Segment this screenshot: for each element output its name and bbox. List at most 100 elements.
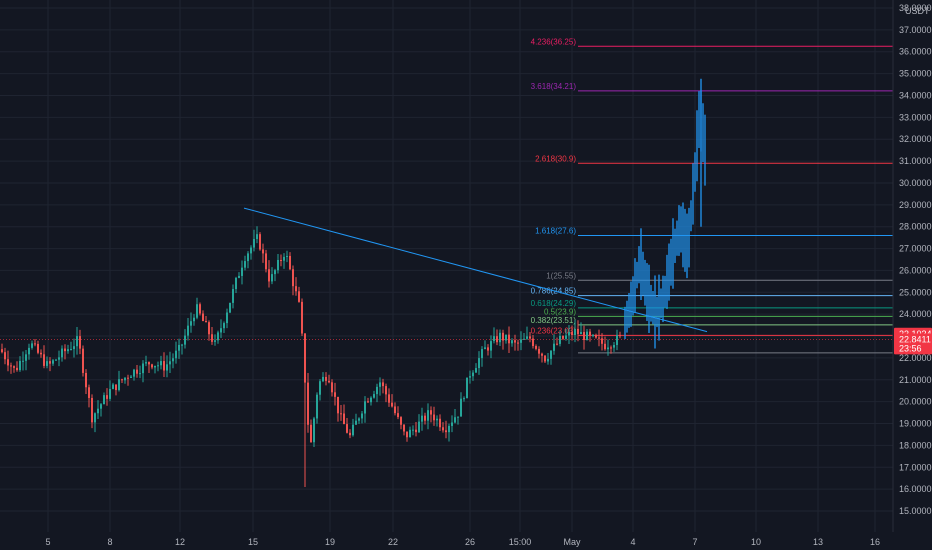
y-tick-label: 36.0000 bbox=[899, 47, 932, 57]
y-tick-label: 19.0000 bbox=[899, 419, 932, 429]
candle-body bbox=[94, 413, 96, 423]
x-tick-label: 26 bbox=[465, 537, 475, 547]
y-tick-label: 31.0000 bbox=[899, 156, 932, 166]
candle-body bbox=[544, 355, 546, 362]
price-axis-panel[interactable] bbox=[893, 0, 932, 550]
candle-body bbox=[220, 328, 222, 333]
candle-body bbox=[532, 338, 534, 347]
y-tick-label: 21.0000 bbox=[899, 375, 932, 385]
candle-body bbox=[166, 364, 168, 371]
fib-level-label: 0.382(23.51) bbox=[531, 316, 577, 325]
candle-body bbox=[256, 234, 258, 240]
candle-body bbox=[73, 346, 75, 350]
candle-body bbox=[538, 348, 540, 354]
candle-body bbox=[367, 401, 369, 403]
fib-level-label: 1(25.55) bbox=[546, 271, 576, 280]
candle-body bbox=[97, 408, 99, 414]
candle-body bbox=[307, 382, 309, 425]
fib-level-label: 1.618(27.6) bbox=[535, 226, 576, 235]
candle-body bbox=[154, 365, 156, 368]
candle-body bbox=[601, 338, 603, 344]
trendline-segment[interactable] bbox=[243, 207, 708, 333]
y-tick-label: 34.0000 bbox=[899, 90, 932, 100]
candle-body bbox=[388, 394, 390, 403]
candle-body bbox=[181, 344, 183, 346]
candle-body bbox=[454, 417, 456, 423]
candle-body bbox=[133, 369, 135, 377]
candle-body bbox=[616, 335, 618, 346]
candle-body bbox=[403, 424, 405, 432]
y-tick-label: 37.0000 bbox=[899, 25, 932, 35]
candle-body bbox=[466, 377, 468, 399]
candle-body bbox=[100, 404, 102, 409]
candle-body bbox=[136, 369, 138, 374]
candle-body bbox=[247, 253, 249, 262]
candle-body bbox=[184, 335, 186, 345]
candle-body bbox=[295, 286, 297, 292]
y-tick-label: 22.0000 bbox=[899, 353, 932, 363]
candle-body bbox=[574, 328, 576, 336]
candle-body bbox=[340, 413, 342, 415]
time-axis-panel[interactable] bbox=[0, 532, 932, 550]
fib-level-label: 3.618(34.21) bbox=[531, 82, 577, 91]
candle-body bbox=[142, 363, 144, 374]
candle-body bbox=[439, 418, 441, 428]
candle-body bbox=[610, 347, 612, 349]
candle-body bbox=[571, 332, 573, 336]
candle-body bbox=[16, 367, 18, 371]
candle-body bbox=[373, 394, 375, 398]
candle-body bbox=[49, 361, 51, 364]
candle-body bbox=[214, 340, 216, 342]
candle-body bbox=[313, 418, 315, 443]
trendline[interactable] bbox=[243, 207, 708, 333]
candle-body bbox=[592, 334, 594, 336]
time-axis: 5 8 12 15 19 22 26 15:00 May 4 7 10 13 16 bbox=[45, 537, 880, 547]
y-tick-label: 38.0000 bbox=[899, 3, 932, 13]
candle-body bbox=[349, 432, 351, 436]
candle-body bbox=[322, 376, 324, 382]
chart-grid bbox=[0, 0, 893, 532]
candle-body bbox=[76, 336, 78, 347]
candle-body bbox=[253, 239, 255, 248]
candle-body bbox=[286, 255, 288, 257]
candle-body bbox=[244, 261, 246, 268]
candle-body bbox=[199, 304, 201, 314]
candle-body bbox=[274, 270, 276, 275]
candle-body bbox=[379, 382, 381, 387]
candle-body bbox=[463, 398, 465, 400]
candle-body bbox=[52, 360, 54, 364]
candle-body bbox=[427, 410, 429, 421]
candle-body bbox=[580, 332, 582, 335]
candle-body bbox=[1, 349, 3, 353]
candle-body bbox=[553, 343, 555, 351]
candle-body bbox=[583, 332, 585, 341]
fib-level-label: 2.618(30.9) bbox=[535, 154, 576, 163]
candle-body bbox=[118, 379, 120, 391]
candle-body bbox=[607, 347, 609, 350]
candle-body bbox=[337, 396, 339, 414]
x-tick-label: 10 bbox=[751, 537, 761, 547]
candle-body bbox=[490, 341, 492, 351]
candle-body bbox=[130, 376, 132, 378]
candle-body bbox=[151, 364, 153, 368]
fib-level-label: 0.5(23.9) bbox=[544, 307, 576, 316]
x-tick-label: 7 bbox=[692, 537, 697, 547]
y-tick-label: 16.0000 bbox=[899, 484, 932, 494]
y-tick-label: 15.0000 bbox=[899, 506, 932, 516]
candle-body bbox=[319, 381, 321, 395]
candle-body bbox=[190, 321, 192, 326]
candle-body bbox=[310, 424, 312, 443]
candle-body bbox=[568, 332, 570, 336]
candle-body bbox=[277, 259, 279, 271]
candle-body bbox=[595, 334, 597, 338]
fibonacci-extension[interactable]: 0.236(23.03)0.382(23.51)0.5(23.9)0.618(2… bbox=[0, 37, 893, 354]
x-tick-label: 15 bbox=[248, 537, 258, 547]
x-tick-label: 13 bbox=[813, 537, 823, 547]
candle-body bbox=[442, 427, 444, 431]
y-tick-label: 28.0000 bbox=[899, 222, 932, 232]
fib-level-label: 0.618(24.29) bbox=[531, 299, 577, 308]
candle-body bbox=[193, 317, 195, 322]
candle-body bbox=[232, 289, 234, 303]
